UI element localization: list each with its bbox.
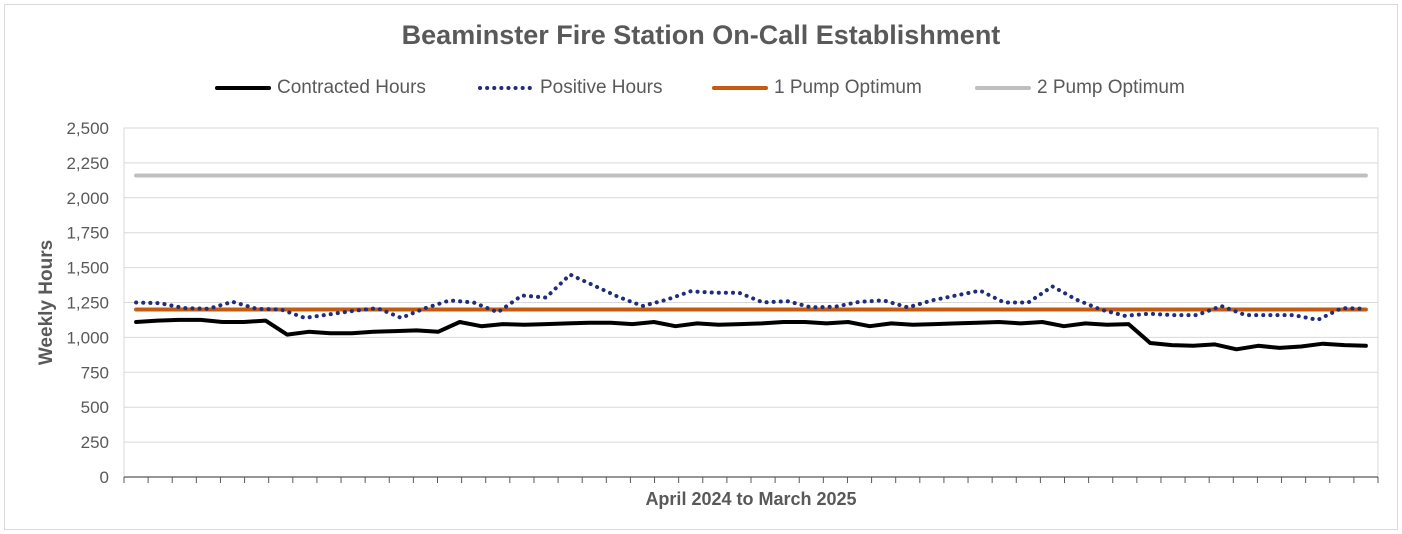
legend-item-1-pump-optimum: 1 Pump Optimum — [712, 76, 922, 100]
chart-legend: Contracted Hours Positive Hours 1 Pump O… — [0, 76, 1402, 100]
series-line-positive-hours — [134, 272, 1368, 322]
y-tick-label: 1,250 — [66, 294, 109, 313]
legend-label-positive-hours: Positive Hours — [540, 77, 663, 98]
series-line-contracted-hours — [134, 317, 1368, 352]
legend-item-contracted-hours: Contracted Hours — [215, 76, 426, 100]
legend-swatch-2-pump-optimum — [975, 86, 1031, 90]
y-tick-label: 2,500 — [66, 119, 109, 138]
y-axis-tick-labels: 0 250 500 750 1,000 1,250 1,500 1,750 2,000 2,250… — [66, 119, 109, 487]
chart-title: Beaminster Fire Station On-Call Establis… — [401, 20, 1001, 50]
legend-label-2-pump-optimum: 2 Pump Optimum — [1037, 77, 1185, 98]
y-axis-title: Weekly Hours — [36, 240, 57, 365]
legend-item-2-pump-optimum: 2 Pump Optimum — [975, 76, 1185, 100]
y-tick-label: 0 — [100, 468, 109, 487]
grid-lines — [124, 127, 1378, 478]
y-tick-label: 1,500 — [66, 259, 109, 278]
y-tick-label: 1,000 — [66, 328, 109, 347]
y-tick-label: 2,000 — [66, 189, 109, 208]
y-tick-label: 750 — [81, 363, 109, 382]
legend-item-positive-hours: Positive Hours — [478, 76, 663, 100]
y-tick-label: 1,750 — [66, 224, 109, 243]
x-axis — [123, 476, 1379, 483]
legend-label-contracted-hours: Contracted Hours — [277, 77, 426, 98]
legend-label-1-pump-optimum: 1 Pump Optimum — [774, 77, 922, 98]
y-tick-label: 500 — [81, 398, 109, 417]
y-tick-label: 250 — [81, 433, 109, 452]
legend-swatch-1-pump-optimum — [712, 86, 768, 90]
legend-swatch-contracted-hours — [215, 86, 271, 90]
legend-swatch-positive-hours — [478, 86, 534, 90]
x-axis-title: April 2024 to March 2025 — [645, 489, 856, 509]
series-lines — [134, 173, 1368, 352]
y-tick-label: 2,250 — [66, 154, 109, 173]
